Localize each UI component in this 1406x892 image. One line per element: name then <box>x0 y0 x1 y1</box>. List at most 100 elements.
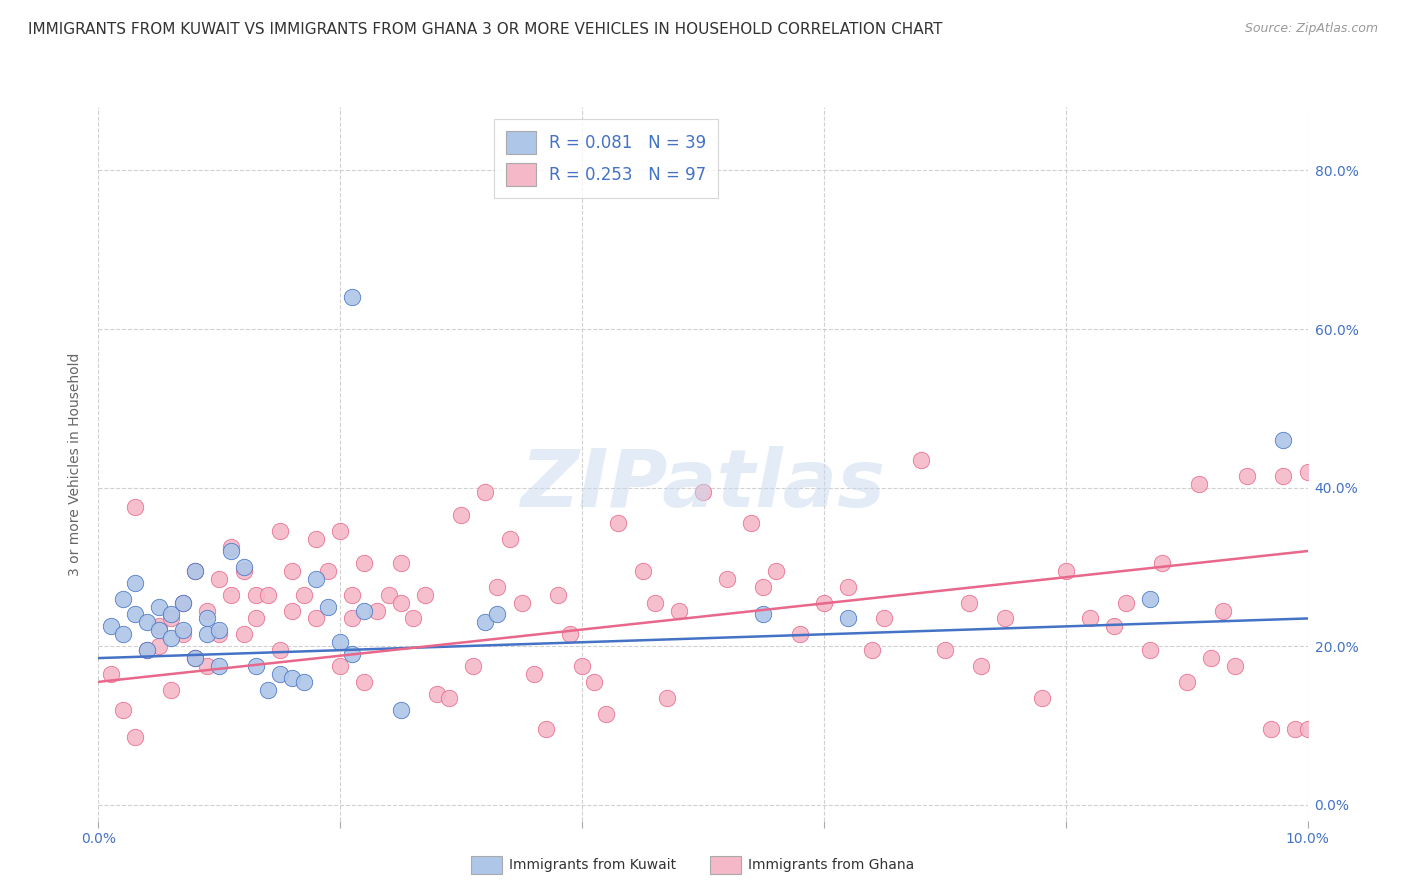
Point <box>148 619 170 633</box>
Point <box>1272 433 1295 447</box>
Text: ZIPatlas: ZIPatlas <box>520 446 886 524</box>
Point <box>221 540 243 554</box>
Point <box>607 516 630 531</box>
Point <box>208 627 231 641</box>
Point <box>329 635 352 649</box>
Point <box>245 611 267 625</box>
Point <box>523 667 546 681</box>
Point <box>281 564 304 578</box>
Point <box>256 588 278 602</box>
Point <box>437 690 460 705</box>
Point <box>184 651 207 665</box>
Point <box>402 611 425 625</box>
Point <box>124 731 146 745</box>
Point <box>221 544 243 558</box>
Point <box>837 611 859 625</box>
Point <box>160 632 183 646</box>
Point <box>860 643 883 657</box>
Point <box>1102 619 1125 633</box>
Point <box>221 588 243 602</box>
Point <box>837 580 859 594</box>
Point <box>184 564 207 578</box>
Point <box>135 643 157 657</box>
Point <box>353 674 375 689</box>
Point <box>813 596 835 610</box>
Point <box>160 682 183 697</box>
Point <box>631 564 654 578</box>
Point <box>195 627 218 641</box>
Point <box>135 643 157 657</box>
Point <box>668 603 690 617</box>
Point <box>172 627 194 641</box>
Point <box>148 639 170 653</box>
Point <box>389 556 412 570</box>
Point <box>1296 723 1319 737</box>
Point <box>1139 643 1161 657</box>
Point <box>305 572 328 586</box>
Point <box>474 484 496 499</box>
Point <box>994 611 1017 625</box>
Point <box>281 603 304 617</box>
Point <box>1188 476 1211 491</box>
Point <box>269 643 291 657</box>
Point <box>1272 468 1295 483</box>
Point <box>1236 468 1258 483</box>
Point <box>789 627 811 641</box>
Point <box>232 560 254 574</box>
Point <box>1054 564 1077 578</box>
Point <box>377 588 399 602</box>
Point <box>160 607 183 622</box>
Point <box>245 588 267 602</box>
Point <box>752 607 775 622</box>
Point <box>124 575 146 590</box>
Point <box>353 603 375 617</box>
Point <box>655 690 678 705</box>
Point <box>1175 674 1198 689</box>
Point <box>100 667 122 681</box>
Point <box>389 703 412 717</box>
Point <box>413 588 436 602</box>
Point <box>100 619 122 633</box>
Point <box>172 624 194 638</box>
Point <box>1212 603 1234 617</box>
Point <box>342 588 364 602</box>
Point <box>970 659 993 673</box>
Point <box>172 596 194 610</box>
Text: Immigrants from Kuwait: Immigrants from Kuwait <box>509 858 676 872</box>
Point <box>135 615 157 630</box>
Point <box>124 500 146 515</box>
Point <box>256 682 278 697</box>
Point <box>910 453 932 467</box>
Text: Source: ZipAtlas.com: Source: ZipAtlas.com <box>1244 22 1378 36</box>
Point <box>1223 659 1246 673</box>
Point <box>583 674 606 689</box>
Point <box>1031 690 1053 705</box>
Point <box>716 572 738 586</box>
Point <box>486 607 509 622</box>
Point <box>292 674 315 689</box>
Point <box>232 564 254 578</box>
Point <box>208 572 231 586</box>
Point <box>281 671 304 685</box>
Point <box>208 659 231 673</box>
Point <box>752 580 775 594</box>
Point <box>124 607 146 622</box>
Text: IMMIGRANTS FROM KUWAIT VS IMMIGRANTS FROM GHANA 3 OR MORE VEHICLES IN HOUSEHOLD : IMMIGRANTS FROM KUWAIT VS IMMIGRANTS FRO… <box>28 22 942 37</box>
Point <box>1296 465 1319 479</box>
Y-axis label: 3 or more Vehicles in Household: 3 or more Vehicles in Household <box>69 352 83 575</box>
Point <box>1078 611 1101 625</box>
Point <box>873 611 896 625</box>
Point <box>934 643 956 657</box>
Point <box>269 524 291 539</box>
Point <box>765 564 787 578</box>
Point <box>111 703 134 717</box>
Point <box>558 627 581 641</box>
Point <box>316 599 339 614</box>
Point <box>571 659 593 673</box>
Point <box>474 615 496 630</box>
Point <box>547 588 569 602</box>
Point <box>245 659 267 673</box>
Point <box>1115 596 1137 610</box>
Point <box>160 611 183 625</box>
Point <box>463 659 485 673</box>
